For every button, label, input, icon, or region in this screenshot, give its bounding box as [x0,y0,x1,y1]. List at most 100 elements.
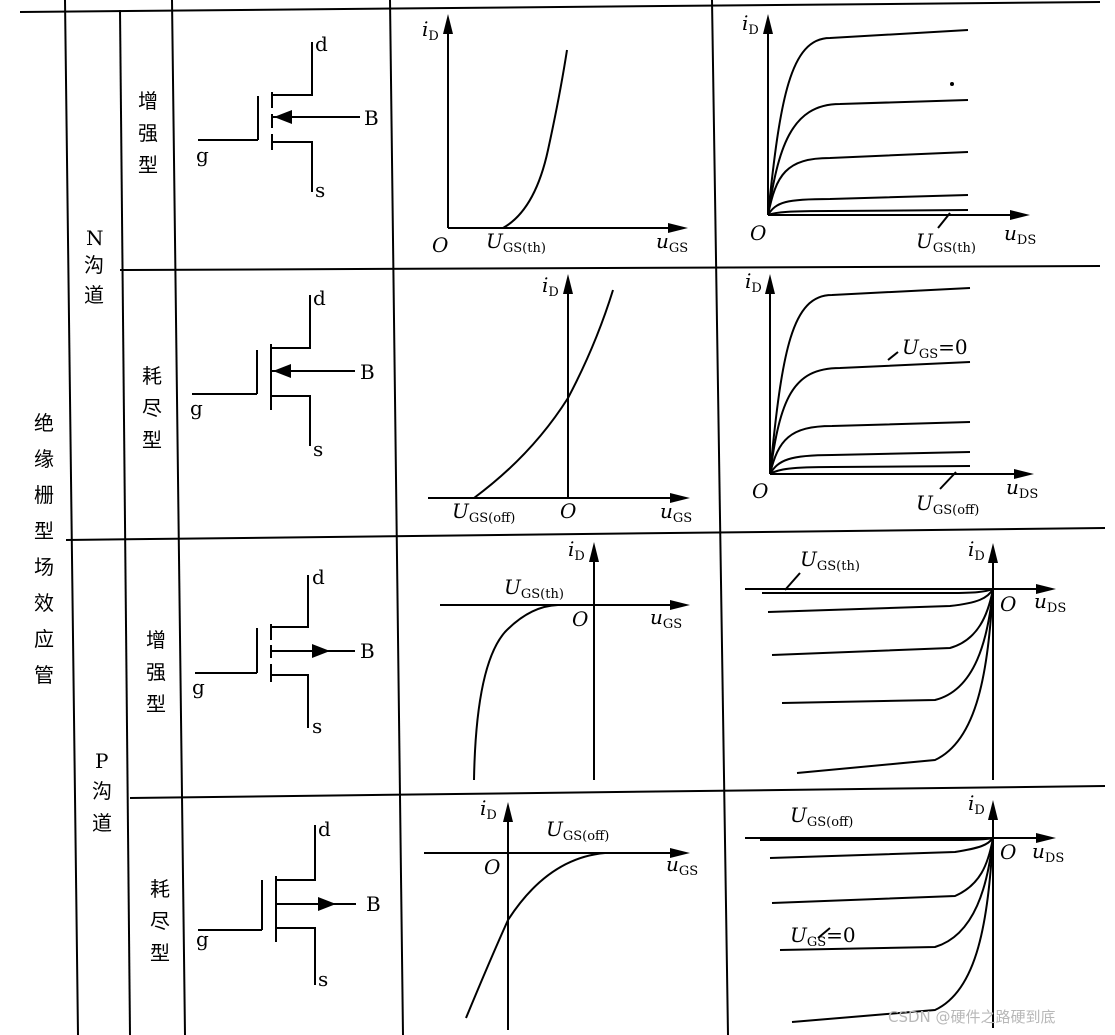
axis-iD: iD [968,791,985,818]
row4-char-2: 尽 [150,909,170,933]
origin-label: O [560,499,576,523]
output-curve [762,588,994,594]
axis-uGS: uGS [660,499,692,526]
param-ugs-off: UGS(off) [790,803,853,830]
label-main-2: 缘 [34,447,54,471]
table-grid [19,0,1106,1035]
symbol-p-enhancement [195,575,355,728]
origin-label: O [572,607,588,631]
output-curve [767,29,969,216]
output-curve [767,194,969,216]
axis-uGS: uGS [650,605,682,632]
axis-labels: iD O uGS iD O uGS iD O uGS iD O uGS iD O… [422,11,1066,879]
terminal-g: g [190,396,203,420]
output-p-depletion [745,800,1056,1028]
transfer-curve [502,49,568,229]
output-curve [760,837,994,841]
axis-iD: iD [968,537,985,564]
axis-uDS: uDS [1004,221,1036,248]
watermark: CSDN @硬件之路硬到底 [888,1008,1056,1026]
output-curve [769,287,971,475]
label-row1-enhancement: 增 强 型 [138,89,158,177]
label-main-3: 栅 [34,483,54,507]
axis-uDS: uDS [1034,589,1066,616]
axis-iD: iD [422,17,439,44]
row4-char-1: 耗 [150,877,170,901]
axis-iD: iD [542,273,559,300]
terminal-b: B [366,892,381,916]
origin-label: O [1000,592,1016,616]
label-row4-depletion: 耗 尽 型 [150,877,170,965]
terminal-d: d [315,32,328,56]
param-ugs-off: UGS(off) [546,817,609,844]
axis-uGS: uGS [666,852,698,879]
label-p-channel: P 沟 道 [92,749,112,835]
output-curve [781,588,994,704]
origin-label: O [752,479,768,503]
terminal-g: g [192,675,205,699]
param-ugs-off: UGS(off) [916,491,979,518]
row3-char-3: 型 [146,692,166,716]
label-insulated-gate-fet: 绝 缘 栅 型 场 效 应 管 [34,411,54,687]
transfer-curve [465,852,606,1019]
symbol-p-depletion [198,825,356,985]
output-curve [796,588,994,774]
terminal-s: s [315,178,325,202]
output-curve [769,361,971,475]
symbol-n-enhancement [198,42,360,192]
row1-char-2: 强 [138,121,158,145]
output-curve [767,151,969,216]
label-main-7: 应 [34,627,54,651]
terminal-d: d [312,565,325,589]
output-curve [779,837,994,951]
terminal-d: d [313,286,326,310]
param-ugs-th: UGS(th) [916,229,976,256]
output-curve [771,588,994,656]
axis-iD: iD [480,796,497,823]
output-curve [767,99,969,216]
label-main-6: 效 [34,591,54,615]
label-row3-enhancement: 增 强 型 [146,628,166,716]
terminal-b: B [360,639,375,663]
transfer-n-depletion [428,274,690,503]
terminal-labels: d B g s d B g s d B g s d B g s [190,32,381,991]
origin-label: O [750,221,766,245]
p-channel-2: 道 [92,811,112,835]
param-ugs-th: UGS(th) [800,547,860,574]
terminal-d: d [318,817,331,841]
label-main-5: 场 [34,555,54,579]
label-main-4: 型 [34,519,54,543]
axis-uDS: uDS [1032,839,1064,866]
param-ugs-th: UGS(th) [504,575,564,602]
transfer-p-enhancement [440,542,690,781]
label-main-1: 绝 [34,411,54,435]
p-letter: P [95,749,108,773]
param-ugs-th: UGS(th) [486,229,546,256]
transfer-curve [473,604,559,781]
symbol-n-depletion [192,295,355,446]
origin-label: O [484,855,500,879]
terminal-s: s [318,967,328,991]
label-row2-depletion: 耗 尽 型 [142,364,162,452]
terminal-g: g [196,927,209,951]
row4-char-3: 型 [150,941,170,965]
terminal-s: s [312,714,322,738]
transfer-p-depletion [424,802,690,1030]
origin-label: O [1000,840,1016,864]
axis-uDS: uDS [1006,475,1038,502]
terminal-b: B [360,360,375,384]
axis-uGS: uGS [656,229,688,256]
output-curve [767,209,969,216]
row2-char-1: 耗 [142,364,162,388]
terminal-g: g [196,143,209,167]
label-main-8: 管 [34,663,54,687]
output-n-enhancement [763,14,1030,229]
label-n-channel: N 沟 道 [84,226,104,307]
param-ugs-zero: UGS=0 [902,335,968,362]
output-curve [769,451,971,475]
n-letter: N [86,226,104,250]
axis-iD: iD [568,537,585,564]
row2-char-2: 尽 [142,396,162,420]
n-channel-2: 道 [84,283,104,307]
